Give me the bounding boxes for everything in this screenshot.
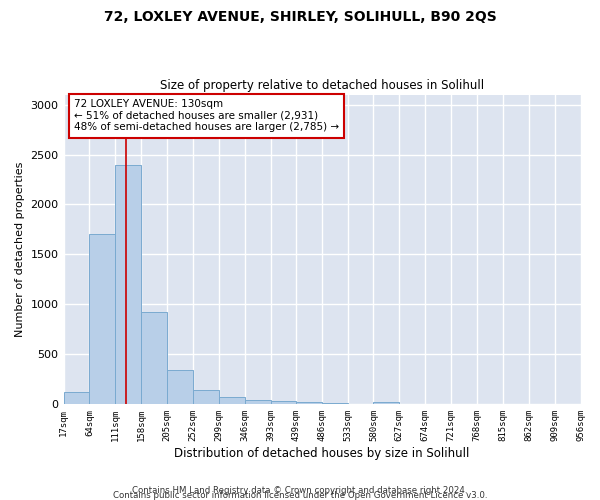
Text: Contains HM Land Registry data © Crown copyright and database right 2024.: Contains HM Land Registry data © Crown c… [132, 486, 468, 495]
Title: Size of property relative to detached houses in Solihull: Size of property relative to detached ho… [160, 79, 484, 92]
Bar [141, 312, 167, 404]
Bar [245, 400, 271, 404]
Bar [193, 390, 219, 404]
Bar [64, 392, 89, 404]
Bar [373, 402, 400, 404]
Bar [89, 234, 115, 404]
Text: 72, LOXLEY AVENUE, SHIRLEY, SOLIHULL, B90 2QS: 72, LOXLEY AVENUE, SHIRLEY, SOLIHULL, B9… [104, 10, 496, 24]
Y-axis label: Number of detached properties: Number of detached properties [15, 162, 25, 337]
Bar [219, 398, 245, 404]
Bar [271, 402, 296, 404]
X-axis label: Distribution of detached houses by size in Solihull: Distribution of detached houses by size … [175, 447, 470, 460]
Bar [115, 164, 141, 404]
Bar [296, 402, 322, 404]
Bar [167, 370, 193, 404]
Text: Contains public sector information licensed under the Open Government Licence v3: Contains public sector information licen… [113, 491, 487, 500]
Text: 72 LOXLEY AVENUE: 130sqm
← 51% of detached houses are smaller (2,931)
48% of sem: 72 LOXLEY AVENUE: 130sqm ← 51% of detach… [74, 99, 339, 132]
